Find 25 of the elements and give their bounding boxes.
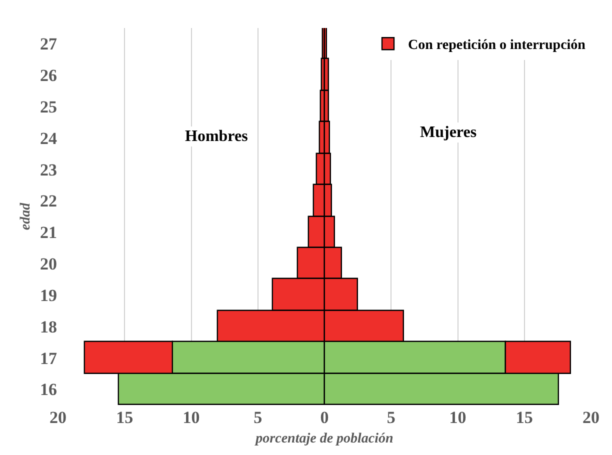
annotation: Mujeres: [420, 124, 477, 141]
x-tick-label: 10: [182, 408, 200, 427]
y-tick-label: 21: [40, 223, 57, 242]
y-tick-label: 25: [40, 97, 57, 116]
y-tick-label: 24: [40, 128, 58, 148]
y-tick-label: 19: [40, 286, 57, 305]
y-tick-label: 27: [40, 34, 58, 54]
y-tick-label: 16: [40, 380, 57, 400]
x-tick-label: 15: [516, 408, 533, 427]
annotation: Hombres: [185, 128, 248, 145]
x-tick-label: 20: [582, 408, 600, 427]
x-tick-label: 10: [449, 408, 466, 427]
x-tick-label: 5: [254, 408, 262, 427]
y-tick-label: 17: [40, 348, 58, 368]
legend-label: Con repetición o interrupción: [408, 38, 586, 54]
y-tick-label: 23: [40, 160, 57, 180]
x-tick-label: 15: [116, 408, 134, 427]
y-tick-label: 18: [40, 317, 57, 336]
y-tick-label: 26: [40, 66, 57, 86]
y-axis-title: edad: [18, 202, 34, 230]
x-axis-title: porcentaje de población: [254, 431, 394, 446]
x-tick-label: 0: [320, 408, 329, 427]
x-tick-label: 5: [386, 408, 396, 427]
y-tick-label: 22: [40, 192, 57, 211]
y-tick-label: 20: [40, 254, 57, 274]
